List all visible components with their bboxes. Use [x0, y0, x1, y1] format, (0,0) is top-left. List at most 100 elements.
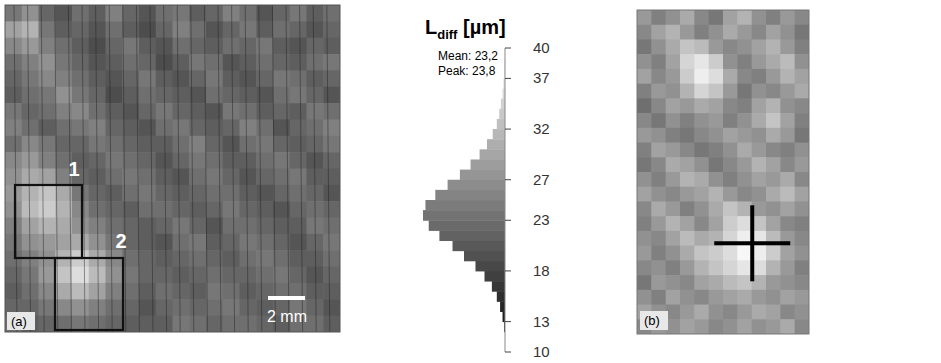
- cell: [139, 54, 156, 71]
- cell: [122, 152, 139, 169]
- cell: [637, 113, 652, 128]
- cell: [637, 172, 652, 187]
- cell: [55, 21, 72, 38]
- cell: [139, 87, 156, 104]
- cell: [307, 136, 324, 153]
- cell: [223, 234, 240, 251]
- cell: [173, 267, 190, 284]
- cell: [766, 25, 781, 40]
- cell: [223, 218, 240, 235]
- cell: [323, 70, 340, 87]
- cell: [680, 305, 695, 320]
- cell: [256, 103, 273, 120]
- cell: [680, 69, 695, 84]
- finger-line: [259, 5, 262, 332]
- histogram-bar: [464, 251, 505, 262]
- cell: [709, 128, 724, 143]
- cell: [139, 185, 156, 202]
- cell: [651, 157, 666, 172]
- cell: [680, 98, 695, 113]
- cell: [72, 201, 89, 218]
- cell: [206, 54, 223, 71]
- cell: [323, 201, 340, 218]
- cell: [206, 21, 223, 38]
- cell: [122, 316, 139, 332]
- cell: [22, 21, 39, 38]
- cell: [795, 39, 809, 54]
- title-subscript: diff: [437, 27, 458, 42]
- cell: [223, 299, 240, 316]
- cell: [273, 250, 290, 267]
- cell: [189, 38, 206, 55]
- histogram-bar: [425, 200, 505, 211]
- cell: [752, 157, 767, 172]
- cell: [766, 10, 781, 25]
- cell: [680, 128, 695, 143]
- cell: [723, 305, 738, 320]
- cell: [72, 136, 89, 153]
- cell: [666, 128, 681, 143]
- cell: [694, 113, 709, 128]
- cell: [637, 25, 652, 40]
- finger-line: [300, 5, 303, 332]
- cell: [22, 152, 39, 169]
- cell: [5, 38, 22, 55]
- colorbar-stat: Peak: 23,8: [438, 64, 496, 78]
- cell: [709, 305, 724, 320]
- cell: [206, 152, 223, 169]
- region-label: 1: [68, 158, 79, 180]
- cell: [766, 84, 781, 99]
- cell: [290, 38, 307, 55]
- region-label: 2: [115, 230, 126, 252]
- cell: [5, 54, 22, 71]
- cell: [709, 319, 724, 334]
- cell: [680, 231, 695, 246]
- cell: [766, 98, 781, 113]
- cell: [139, 103, 156, 120]
- cell: [206, 87, 223, 104]
- histogram-bar: [500, 301, 505, 312]
- cell: [752, 290, 767, 305]
- cell: [72, 299, 89, 316]
- cell: [323, 185, 340, 202]
- panel-letter-patch: [640, 311, 668, 330]
- cell: [723, 260, 738, 275]
- cell: [156, 152, 173, 169]
- cell: [5, 152, 22, 169]
- cell: [173, 299, 190, 316]
- cell: [223, 267, 240, 284]
- cell: [637, 157, 652, 172]
- cell: [323, 87, 340, 104]
- cell: [89, 70, 106, 87]
- cell: [766, 305, 781, 320]
- cell: [173, 201, 190, 218]
- cell: [723, 319, 738, 334]
- cell: [737, 275, 752, 290]
- cell: [694, 128, 709, 143]
- cell: [323, 38, 340, 55]
- cell: [752, 69, 767, 84]
- cell: [89, 283, 106, 300]
- cell: [637, 260, 652, 275]
- cell: [72, 103, 89, 120]
- cell: [680, 143, 695, 158]
- cell: [206, 119, 223, 136]
- cell: [766, 201, 781, 216]
- cell: [106, 5, 123, 22]
- cell: [766, 275, 781, 290]
- cell: [89, 38, 106, 55]
- title-part: [µm]: [457, 16, 505, 38]
- cell: [173, 54, 190, 71]
- cell: [206, 218, 223, 235]
- cell: [139, 316, 156, 332]
- cell: [106, 299, 123, 316]
- cell: [737, 39, 752, 54]
- colorbar-stat: Mean: 23,2: [438, 49, 498, 63]
- cell: [694, 231, 709, 246]
- cell: [290, 201, 307, 218]
- cell: [752, 319, 767, 334]
- histogram-bar: [429, 220, 505, 231]
- cell: [795, 172, 809, 187]
- cell: [5, 136, 22, 153]
- cell: [156, 218, 173, 235]
